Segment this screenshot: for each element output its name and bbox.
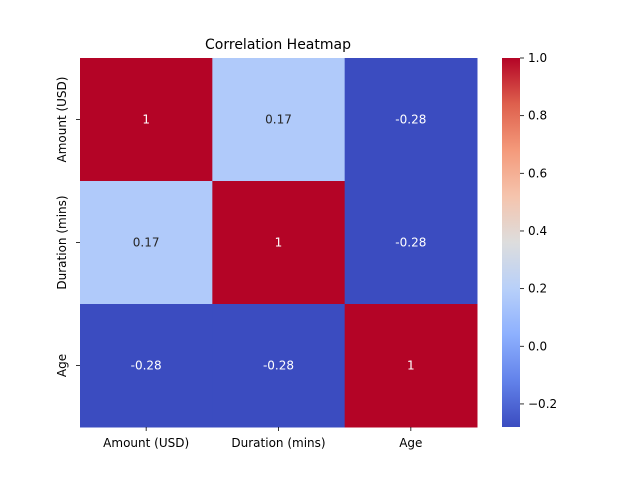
y-tick-label: Duration (mins) [55,195,69,289]
colorbar-tick-label: 0.0 [528,339,547,353]
x-tick-label: Age [399,436,422,450]
heatmap-cell-0-1 [212,58,346,182]
colorbar-gradient [502,58,520,427]
cell-label-0-1: 0.17 [265,113,292,127]
heatmap-cell-1-2 [344,181,478,305]
colorbar-tick-label: 1.0 [528,51,547,65]
cell-label-0-2: -0.28 [395,113,426,127]
cell-label-2-0: -0.28 [131,359,162,373]
colorbar-tick-label: 0.8 [528,109,547,123]
heatmap-cell-1-0 [80,181,213,305]
colorbar: −0.2 0.0 0.2 0.4 0.6 0.8 1.0 [502,51,557,427]
y-axis: Amount (USD) Duration (mins) Age [55,77,80,377]
x-axis: Amount (USD) Duration (mins) Age [103,427,422,450]
colorbar-tick-label: −0.2 [528,397,557,411]
colorbar-tick-label: 0.4 [528,224,547,238]
cell-label-1-2: -0.28 [395,236,426,250]
chart-title: Correlation Heatmap [205,37,351,53]
heatmap-cell-0-0 [80,58,213,182]
y-tick-label: Amount (USD) [55,77,69,163]
cell-label-0-0: 1 [142,113,150,127]
cell-label-1-0: 0.17 [133,236,160,250]
heatmap-cell-2-2 [344,304,478,428]
x-tick-label: Duration (mins) [231,436,325,450]
cell-label-2-1: -0.28 [263,359,294,373]
colorbar-tick-label: 0.6 [528,166,547,180]
colorbar-tick-label: 0.2 [528,282,547,296]
heatmap-cells: 1 0.17 -0.28 0.17 1 -0.28 -0.28 -0.28 1 [80,58,478,428]
cell-label-1-1: 1 [275,236,283,250]
heatmap-cell-0-2 [344,58,478,182]
heatmap-cell-2-1 [212,304,346,428]
cell-label-2-2: 1 [407,359,415,373]
heatmap-cell-2-0 [80,304,213,428]
heatmap-cell-1-1 [212,181,346,305]
y-tick-label: Age [55,354,69,377]
x-tick-label: Amount (USD) [103,436,189,450]
